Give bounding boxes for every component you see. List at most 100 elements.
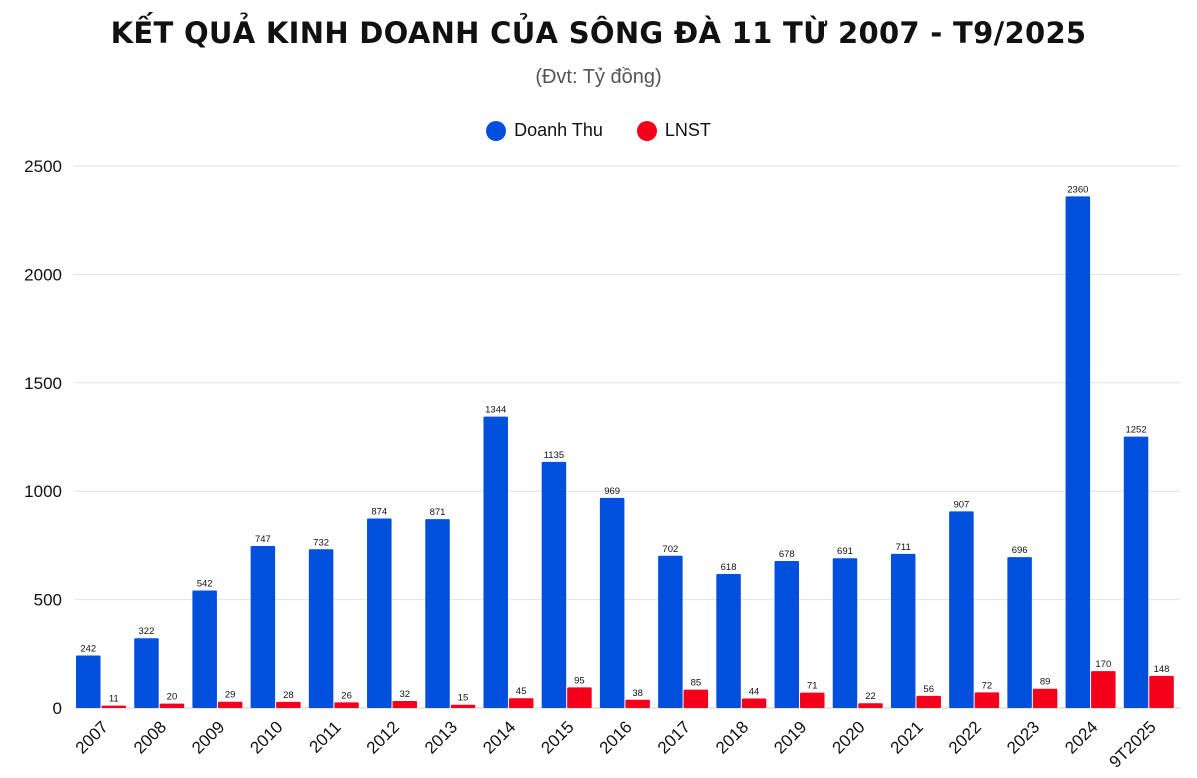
x-tick-label: 2008 [130,717,170,757]
x-tick-label: 2009 [188,717,228,757]
legend-marker-lnst [636,120,657,141]
data-label: 871 [430,507,446,518]
bar-lnst [1091,671,1116,708]
bar-lnst [508,698,534,708]
data-label: 22 [865,691,876,702]
data-label: 56 [923,684,934,695]
bar-doanh-thu [1123,436,1149,708]
legend-label: Doanh Thu [514,120,603,140]
y-tick-label: 1000 [24,482,62,501]
y-tick-label: 1500 [24,374,62,393]
data-label: 71 [807,681,818,692]
x-tick-label: 2007 [72,717,112,757]
data-label: 26 [341,690,352,701]
x-tick-label: 2011 [305,717,344,756]
legend-marker-doanh-thu [486,120,507,141]
data-label: 20 [167,692,178,703]
data-label: 15 [458,693,469,704]
bar-doanh-thu [658,555,683,708]
bar-lnst [1149,675,1174,708]
y-tick-label: 0 [53,699,62,718]
data-label: 322 [139,626,155,637]
bar-lnst [217,701,243,708]
x-tick-label: 2018 [712,717,752,757]
bar-doanh-thu [1007,557,1032,708]
data-label: 170 [1095,659,1111,670]
y-tick-label: 2500 [24,157,62,176]
x-tick-label: 9T2025 [1106,717,1160,771]
data-label: 907 [953,499,969,510]
bar-doanh-thu [832,558,858,708]
data-label: 29 [225,690,236,701]
data-label: 148 [1154,664,1170,675]
x-tick-label: 2013 [421,717,461,757]
x-tick-label: 2022 [945,717,985,757]
y-tick-label: 2000 [24,265,62,284]
legend: Doanh Thu LNST [0,120,1197,141]
bar-lnst [916,695,941,708]
bar-doanh-thu [367,518,392,708]
x-tick-label: 2016 [596,717,636,757]
data-label: 89 [1040,677,1051,688]
legend-label: LNST [664,120,711,140]
x-tick-label: 2017 [654,717,694,757]
bar-lnst [567,687,592,708]
data-label: 874 [371,507,387,518]
x-tick-label: 2024 [1061,717,1101,757]
data-label: 747 [255,534,271,545]
data-label: 28 [283,690,294,701]
bar-lnst [974,692,1000,708]
x-tick-label: 2012 [363,717,403,757]
bar-lnst [625,699,650,708]
data-label: 691 [837,546,853,557]
data-label: 44 [749,686,760,697]
bar-doanh-thu [949,511,974,708]
bar-doanh-thu [541,461,567,708]
bar-lnst [741,698,767,708]
data-label: 542 [197,578,213,589]
bar-lnst [858,703,883,708]
bar-doanh-thu [250,546,276,708]
bar-doanh-thu [890,553,916,708]
chart-subtitle: (Đvt: Tỷ đồng) [535,66,662,88]
data-label: 969 [604,486,620,497]
data-label: 38 [632,688,643,699]
data-label: 678 [779,549,795,560]
bar-lnst [392,701,418,708]
data-label: 1344 [485,405,506,416]
data-label: 72 [982,680,993,691]
data-label: 618 [721,562,737,573]
legend-item-lnst[interactable]: LNST [636,120,711,141]
bar-lnst [101,705,126,708]
chart-title: KẾT QUẢ KINH DOANH CỦA SÔNG ĐÀ 11 TỪ 200… [110,16,1087,50]
data-label: 2360 [1067,184,1088,195]
data-label: 1135 [544,450,564,461]
bar-doanh-thu [425,519,450,708]
bar-doanh-thu [716,574,741,708]
bar-doanh-thu [774,561,800,708]
bar-lnst [450,704,476,708]
x-tick-label: 2014 [479,717,519,757]
data-label: 32 [400,689,411,700]
legend-item-doanh-thu[interactable]: Doanh Thu [486,120,603,141]
data-label: 1252 [1125,425,1146,436]
data-label: 711 [896,542,911,553]
data-label: 242 [80,644,96,655]
data-label: 85 [691,678,702,689]
bar-doanh-thu [1065,196,1091,709]
bar-doanh-thu [599,497,625,708]
data-label: 696 [1012,545,1028,556]
x-tick-label: 2020 [828,717,868,757]
x-tick-label: 2010 [246,717,286,757]
bar-lnst [800,692,825,708]
data-label: 11 [109,694,119,705]
bar-doanh-thu [308,549,334,708]
bar-lnst [683,689,709,708]
bar-lnst [159,703,185,708]
bar-lnst [1032,688,1058,708]
x-tick-label: 2015 [537,717,577,757]
x-tick-label: 2023 [1003,717,1043,757]
bar-doanh-thu [134,638,159,708]
data-label: 45 [516,686,527,697]
